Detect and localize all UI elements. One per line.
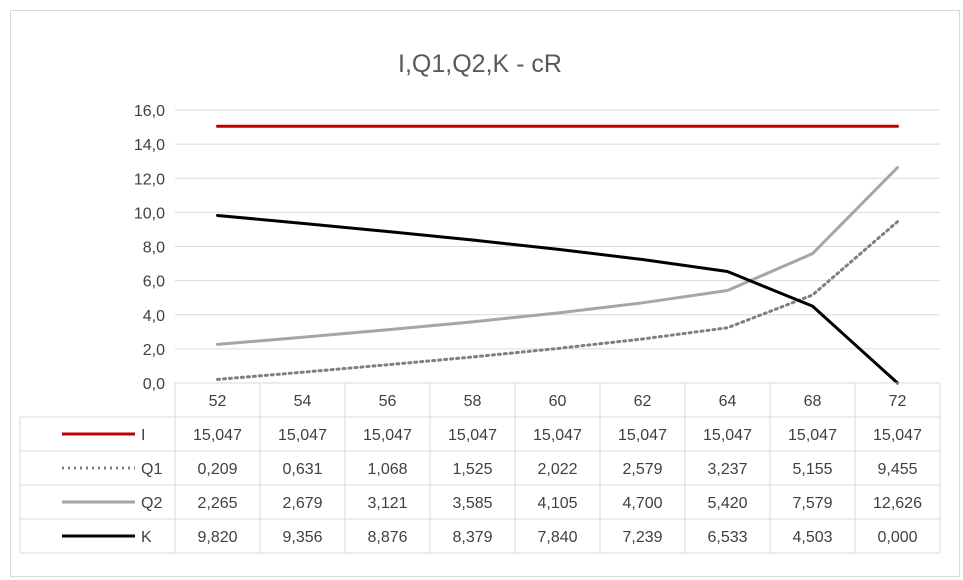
y-tick-label: 6,0 [143,274,165,291]
x-category-label: 56 [379,393,397,410]
table-value: 15,047 [278,427,327,444]
legend-label-k: K [141,529,152,546]
y-axis-ticks: 0,0 2,0 4,0 6,0 8,0 10,0 12,0 14,0 16,0 [134,103,165,393]
series-lines [216,124,899,385]
table-value: 15,047 [873,427,922,444]
x-category-label: 72 [889,393,907,410]
series-line-k [216,213,899,385]
table-value: 15,047 [533,427,582,444]
table-value: 3,237 [707,461,747,478]
y-tick-label: 16,0 [134,103,165,120]
table-value: 2,679 [282,495,322,512]
table-value: 7,239 [622,529,662,546]
data-table: 52 54 56 58 60 62 64 68 72 I 15,047 15,047 15,047 15,… [19,382,941,554]
table-value: 4,503 [792,529,832,546]
table-value: 15,047 [618,427,667,444]
table-value: 9,820 [197,529,237,546]
x-category-label: 68 [804,393,822,410]
table-value: 15,047 [193,427,242,444]
series-line-q2 [216,166,899,346]
table-value: 0,631 [282,461,322,478]
table-value: 15,047 [788,427,837,444]
table-value: 4,700 [622,495,662,512]
y-tick-label: 2,0 [143,342,165,359]
table-value: 15,047 [703,427,752,444]
legend-label-q2: Q2 [141,495,162,512]
table-value: 7,579 [792,495,832,512]
table-value: 7,840 [537,529,577,546]
table-value: 9,356 [282,529,322,546]
table-value: 2,022 [537,461,577,478]
table-value: 15,047 [363,427,412,444]
table-value: 5,420 [707,495,747,512]
y-tick-label: 0,0 [143,376,165,393]
y-tick-label: 4,0 [143,308,165,325]
table-value: 6,533 [707,529,747,546]
y-tick-label: 12,0 [134,171,165,188]
x-category-label: 54 [294,393,312,410]
table-value: 12,626 [873,495,922,512]
table-value: 1,525 [452,461,492,478]
table-value: 3,585 [452,495,492,512]
table-value: 5,155 [792,461,832,478]
table-value: 2,579 [622,461,662,478]
table-value: 9,455 [877,461,917,478]
legend-label-q1: Q1 [141,461,162,478]
table-value: 3,121 [367,495,407,512]
table-value: 2,265 [197,495,237,512]
table-value: 1,068 [367,461,407,478]
y-tick-label: 10,0 [134,205,165,222]
x-category-label: 62 [634,393,652,410]
x-category-label: 60 [549,393,567,410]
x-category-label: 58 [464,393,482,410]
x-category-label: 52 [209,393,227,410]
y-tick-label: 8,0 [143,240,165,257]
table-value: 15,047 [448,427,497,444]
table-value: 0,209 [197,461,237,478]
y-tick-label: 14,0 [134,137,165,154]
table-value: 0,000 [877,529,917,546]
series-line-q1 [216,220,899,381]
chart-frame [10,10,960,577]
legend-label-i: I [141,427,145,444]
table-value: 8,876 [367,529,407,546]
gridlines [175,109,940,350]
table-value: 8,379 [452,529,492,546]
chart-title: I,Q1,Q2,K - cR [398,50,562,78]
table-value: 4,105 [537,495,577,512]
x-category-label: 64 [719,393,737,410]
